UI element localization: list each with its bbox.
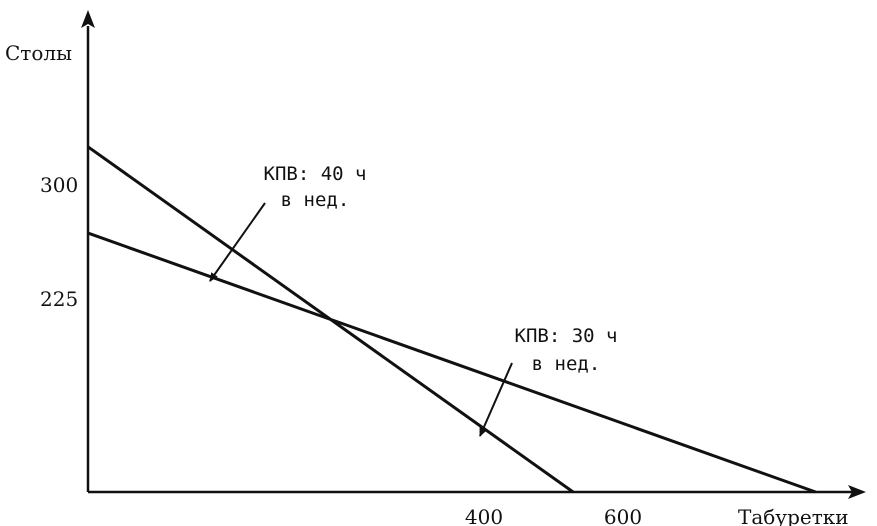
series-line-1: [87, 231, 817, 494]
y-axis-label: Столы: [5, 41, 72, 65]
y-tick-label: 300: [40, 173, 78, 197]
series-layer: [87, 145, 817, 494]
tick-labels: 400 600 300 225: [40, 173, 642, 526]
annotation-30h: КПВ: 30 ч в нед.: [515, 325, 618, 375]
x-axis-label: Табуретки: [738, 505, 849, 526]
y-tick-label: 225: [40, 287, 78, 311]
axes: Столы Табуретки: [5, 10, 866, 526]
annotation-40h-line1: КПВ: 40 ч: [264, 163, 367, 185]
y-axis-arrow-icon: [81, 10, 95, 28]
annotation-40h-line2: в нед.: [281, 189, 350, 211]
annotation-40h: КПВ: 40 ч в нед.: [264, 163, 367, 211]
annotation-40h-arrow-icon: [209, 202, 266, 282]
annotation-30h-arrow-icon: [479, 362, 513, 437]
annotations: КПВ: 40 ч в нед. КПВ: 30 ч в нед.: [209, 163, 618, 437]
x-tick-label: 600: [604, 505, 642, 526]
annotation-30h-line1: КПВ: 30 ч: [515, 325, 618, 347]
x-axis-arrow-icon: [848, 485, 866, 499]
x-tick-label: 400: [465, 505, 503, 526]
annotation-30h-line2: в нед.: [532, 353, 601, 375]
